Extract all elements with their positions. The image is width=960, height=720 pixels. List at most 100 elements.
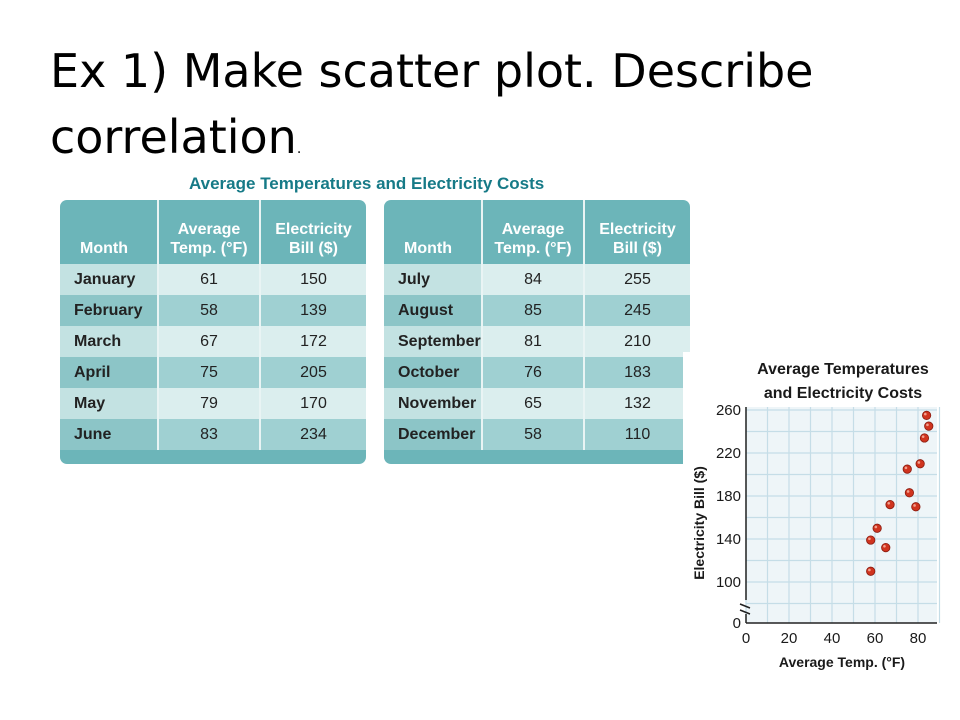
data-point [922, 410, 932, 420]
table-row: February 58 139 [60, 295, 366, 326]
y-tick-label: 100 [716, 574, 741, 591]
x-axis-label: Average Temp. (°F) [779, 654, 905, 670]
chart-title-line2: and Electricity Costs [764, 385, 922, 402]
cell-bill: 183 [583, 357, 690, 388]
chart-title-line1: Average Temperatures [757, 361, 929, 378]
data-point-highlight [874, 525, 878, 529]
table-row: August 85 245 [384, 295, 690, 326]
header-bill-line1: Electricity [275, 221, 352, 238]
cell-temp: 76 [481, 357, 584, 388]
data-table-left: Month Average Temp. (°F) Electricity Bill … [60, 200, 366, 464]
table-row: July 84 255 [384, 264, 690, 295]
cell-month: November [384, 388, 482, 419]
data-point [924, 421, 934, 431]
cell-month: March [60, 326, 158, 357]
cell-month: May [60, 388, 158, 419]
header-temp: Average Temp. (°F) [157, 200, 260, 264]
cell-bill: 139 [259, 295, 366, 326]
cell-bill: 245 [583, 295, 690, 326]
cell-temp: 58 [481, 419, 584, 450]
header-bill-line2: Bill ($) [289, 240, 338, 257]
cell-bill: 210 [583, 326, 690, 357]
table-header-row: Month Average Temp. (°F) Electricity Bill … [60, 200, 366, 264]
data-point-highlight [921, 435, 925, 438]
cell-temp: 81 [481, 326, 584, 357]
table-row: November 65 132 [384, 388, 690, 419]
header-bill: Electricity Bill ($) [583, 200, 690, 264]
cell-month: February [60, 295, 158, 326]
data-point [915, 459, 925, 469]
axis-break-mark [739, 603, 751, 615]
slide-title-text: Ex 1) Make scatter plot. Describe correl… [50, 44, 814, 164]
cell-temp: 67 [157, 326, 260, 357]
header-temp-line1: Average [177, 221, 241, 238]
data-point [911, 502, 921, 512]
data-point-highlight [913, 504, 916, 507]
y-tick-label: 140 [716, 531, 741, 548]
data-point-highlight [904, 466, 908, 470]
data-table-right: Month Average Temp. (°F) Electricity Bill … [384, 200, 690, 464]
cell-temp: 84 [481, 264, 584, 295]
table-row: April 75 205 [60, 357, 366, 388]
cell-temp: 58 [157, 295, 260, 326]
cell-temp: 79 [157, 388, 260, 419]
cell-bill: 170 [259, 388, 366, 419]
header-temp-line1: Average [501, 221, 565, 238]
slide-title: Ex 1) Make scatter plot. Describe correl… [50, 38, 910, 182]
cell-bill: 172 [259, 326, 366, 357]
data-point [904, 488, 914, 498]
cell-month: January [60, 264, 158, 295]
x-tick-label: 80 [910, 630, 927, 647]
data-point [866, 535, 876, 545]
cell-bill: 150 [259, 264, 366, 295]
cell-temp: 65 [481, 388, 584, 419]
data-point-highlight [868, 568, 871, 572]
cell-month: June [60, 419, 158, 450]
x-tick-label: 0 [742, 630, 750, 647]
data-point-highlight [906, 490, 910, 493]
x-tick-label: 40 [824, 630, 841, 647]
table-row: May 79 170 [60, 388, 366, 419]
table-row: October 76 183 [384, 357, 690, 388]
y-tick-label: 0 [733, 615, 741, 632]
data-point-highlight [926, 423, 929, 427]
header-month: Month [80, 240, 128, 257]
data-point [902, 464, 912, 474]
slide-title-period: . [296, 141, 302, 157]
y-tick-label: 260 [716, 402, 741, 419]
scatter-chart: Average Temperatures and Electricity Cos… [691, 361, 941, 670]
data-point-highlight [868, 537, 871, 541]
data-point-highlight [887, 502, 891, 505]
cell-month: August [384, 295, 482, 326]
header-month: Month [404, 240, 452, 257]
table-row: January 61 150 [60, 264, 366, 295]
cell-temp: 75 [157, 357, 260, 388]
cell-month: April [60, 357, 158, 388]
table-header-row: Month Average Temp. (°F) Electricity Bill … [384, 200, 690, 264]
data-point [885, 500, 895, 510]
cell-month: October [384, 357, 482, 388]
cell-month: July [384, 264, 482, 295]
cell-temp: 83 [157, 419, 260, 450]
table-row: September 81 210 [384, 326, 690, 357]
y-tick-label: 220 [716, 445, 741, 462]
header-temp-line2: Temp. (°F) [170, 240, 248, 257]
cell-month: December [384, 419, 482, 450]
plot-area: 0 100 140 180 220 260 0 20 40 60 80 Average Temp. (… [691, 402, 941, 670]
table-row: December 58 110 [384, 419, 690, 450]
cell-bill: 255 [583, 264, 690, 295]
cell-month: September [384, 326, 482, 357]
tables-title: Average Temperatures and Electricity Cos… [189, 174, 545, 193]
cell-bill: 132 [583, 388, 690, 419]
header-temp-line2: Temp. (°F) [494, 240, 572, 257]
header-temp: Average Temp. (°F) [481, 200, 584, 264]
data-point [866, 566, 876, 576]
x-tick-label: 20 [781, 630, 798, 647]
cell-temp: 85 [481, 295, 584, 326]
header-bill-line2: Bill ($) [613, 240, 662, 257]
y-axis-label: Electricity Bill ($) [691, 466, 707, 580]
data-point-highlight [883, 545, 886, 548]
cell-bill: 110 [583, 419, 690, 450]
scatter-chart-panel: Average Temperatures and Electricity Cos… [683, 352, 960, 720]
header-bill-line1: Electricity [599, 221, 676, 238]
